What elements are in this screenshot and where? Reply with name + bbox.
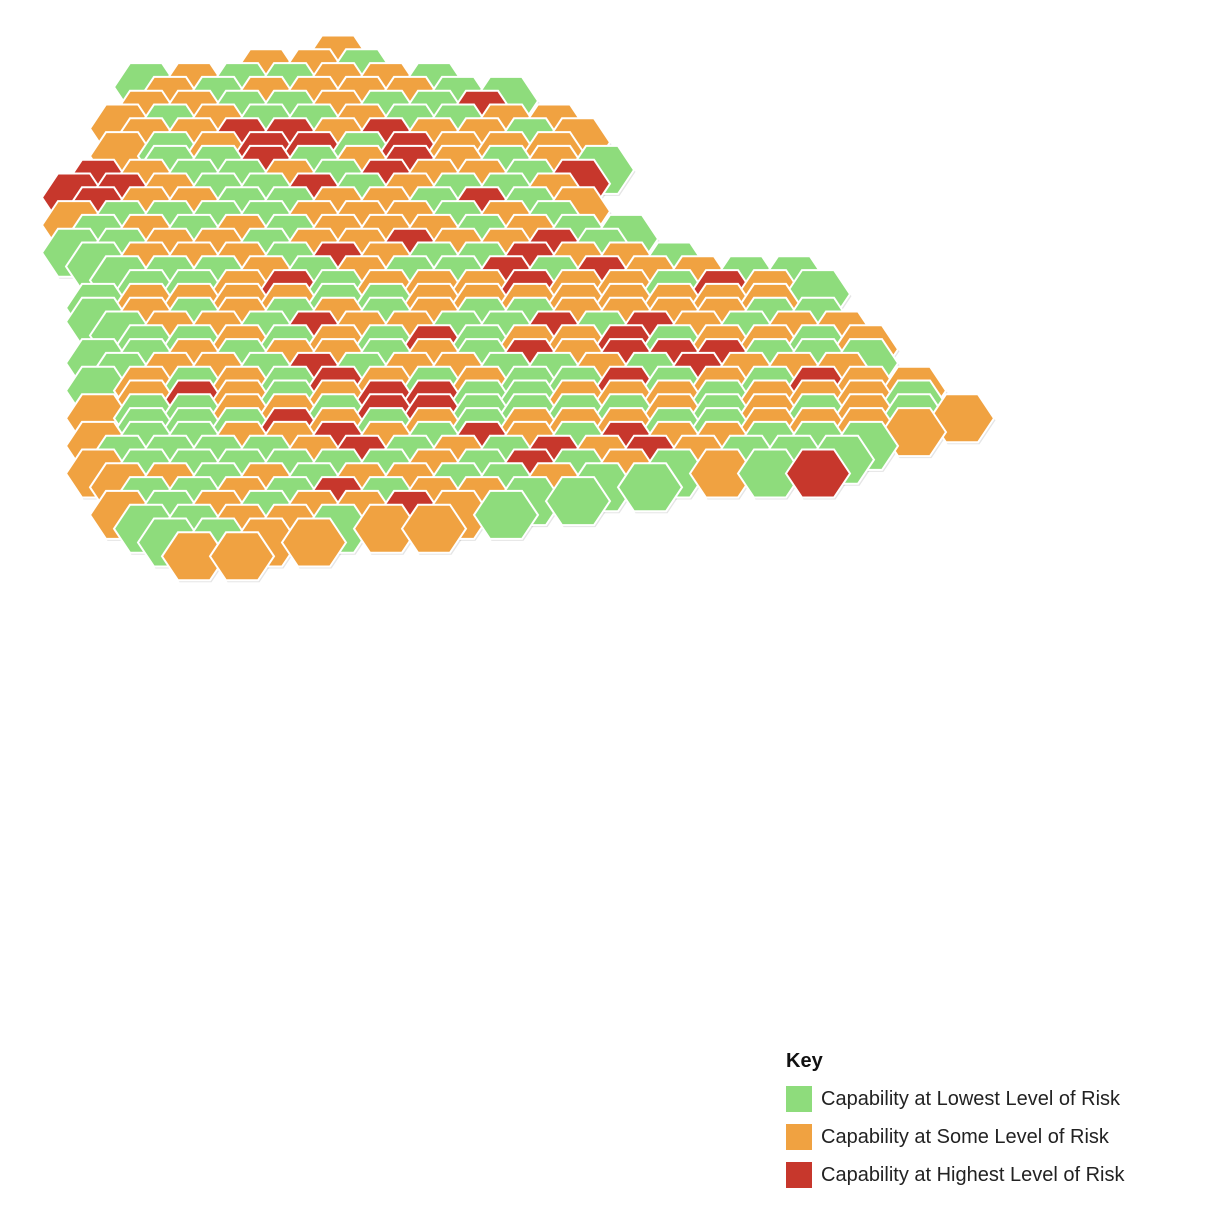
hex-cell-some xyxy=(280,517,348,568)
legend-swatch-high xyxy=(786,1162,812,1188)
legend-title: Key xyxy=(786,1050,823,1072)
legend-swatch-some xyxy=(786,1124,812,1150)
legend-label-some: Capability at Some Level of Risk xyxy=(821,1125,1109,1148)
legend-label-high: Capability at Highest Level of Risk xyxy=(821,1163,1125,1186)
legend-item-some: Capability at Some Level of Risk xyxy=(786,1124,1124,1150)
hex-cell-some xyxy=(688,448,756,499)
legend-swatch-low xyxy=(786,1086,812,1112)
legend-label-low: Capability at Lowest Level of Risk xyxy=(821,1087,1121,1110)
hex-cell-high xyxy=(784,448,852,499)
legend-item-low: Capability at Lowest Level of Risk xyxy=(786,1086,1124,1112)
hex-cell-low xyxy=(736,448,804,499)
legend: Key Capability at Lowest Level of Risk C… xyxy=(786,1050,1124,1200)
hex-cell-some xyxy=(400,503,468,554)
hex-cell-low xyxy=(616,462,684,513)
hex-cell-low xyxy=(472,489,540,540)
hex-cell-some xyxy=(352,503,420,554)
hex-cell-low xyxy=(544,476,612,527)
legend-item-high: Capability at Highest Level of Risk xyxy=(786,1162,1124,1188)
hex-cell-some xyxy=(160,531,228,582)
hex-cell-some xyxy=(208,531,276,582)
